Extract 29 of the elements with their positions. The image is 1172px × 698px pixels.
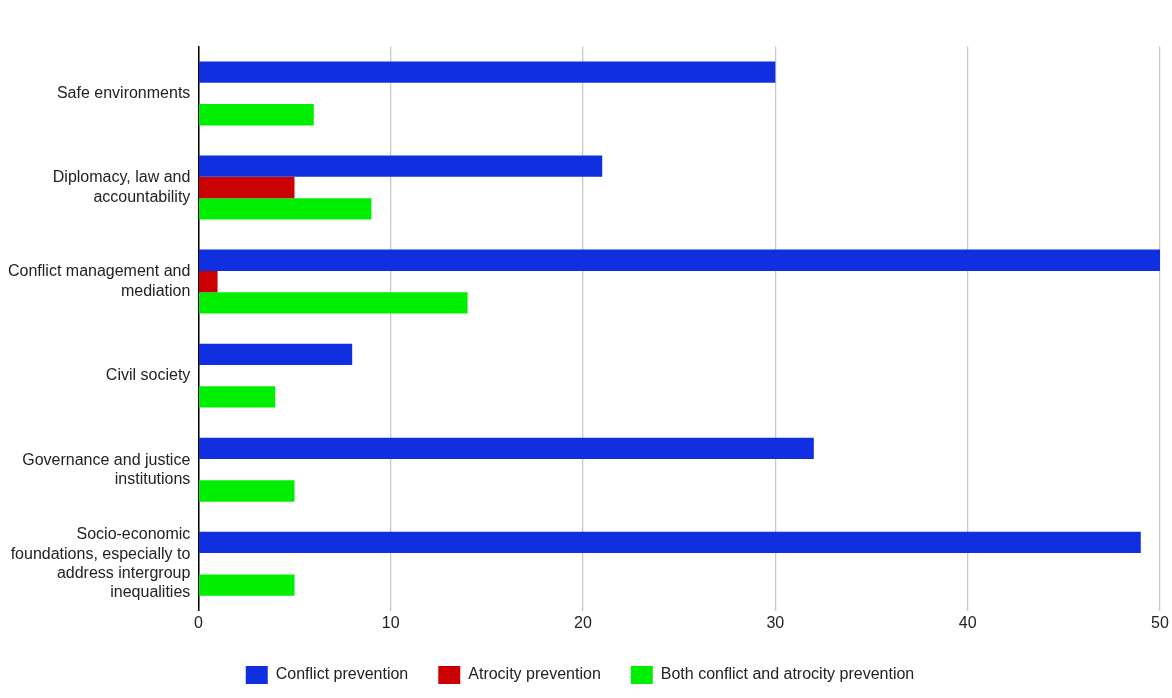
x-tick-label: 50 — [1151, 613, 1169, 631]
y-tick-label: Diplomacy, law and accountability — [52, 168, 191, 205]
y-tick-label: Governance and justice institutions — [22, 450, 191, 487]
bar — [198, 104, 314, 126]
bar — [198, 155, 603, 177]
y-tick-label: Safe environments — [56, 83, 191, 101]
bar — [198, 61, 776, 83]
legend-label: Conflict prevention — [275, 665, 409, 683]
legend-label: Atrocity prevention — [468, 665, 601, 683]
bar — [198, 437, 814, 460]
bar — [198, 292, 468, 314]
bar — [198, 198, 372, 220]
bar — [198, 531, 1141, 554]
y-tick-label: Socio-economic foundations, especially to address intergroup inequalities — [10, 525, 191, 600]
bar — [198, 574, 295, 596]
bar — [198, 249, 1160, 271]
y-tick-label: Civil society — [105, 366, 191, 384]
x-tick-label: 30 — [766, 613, 785, 631]
x-tick-label: 0 — [193, 613, 203, 631]
legend-label: Both conflict and atrocity prevention — [660, 665, 915, 683]
y-tick-label: Conflict management and mediation — [8, 262, 191, 299]
bar — [198, 176, 295, 199]
bar — [198, 386, 276, 408]
bar — [198, 343, 353, 365]
bar — [198, 480, 295, 502]
x-tick-label: 10 — [381, 613, 400, 631]
x-tick-label: 20 — [574, 613, 592, 631]
x-tick-label: 40 — [958, 613, 977, 631]
bar — [198, 270, 218, 293]
